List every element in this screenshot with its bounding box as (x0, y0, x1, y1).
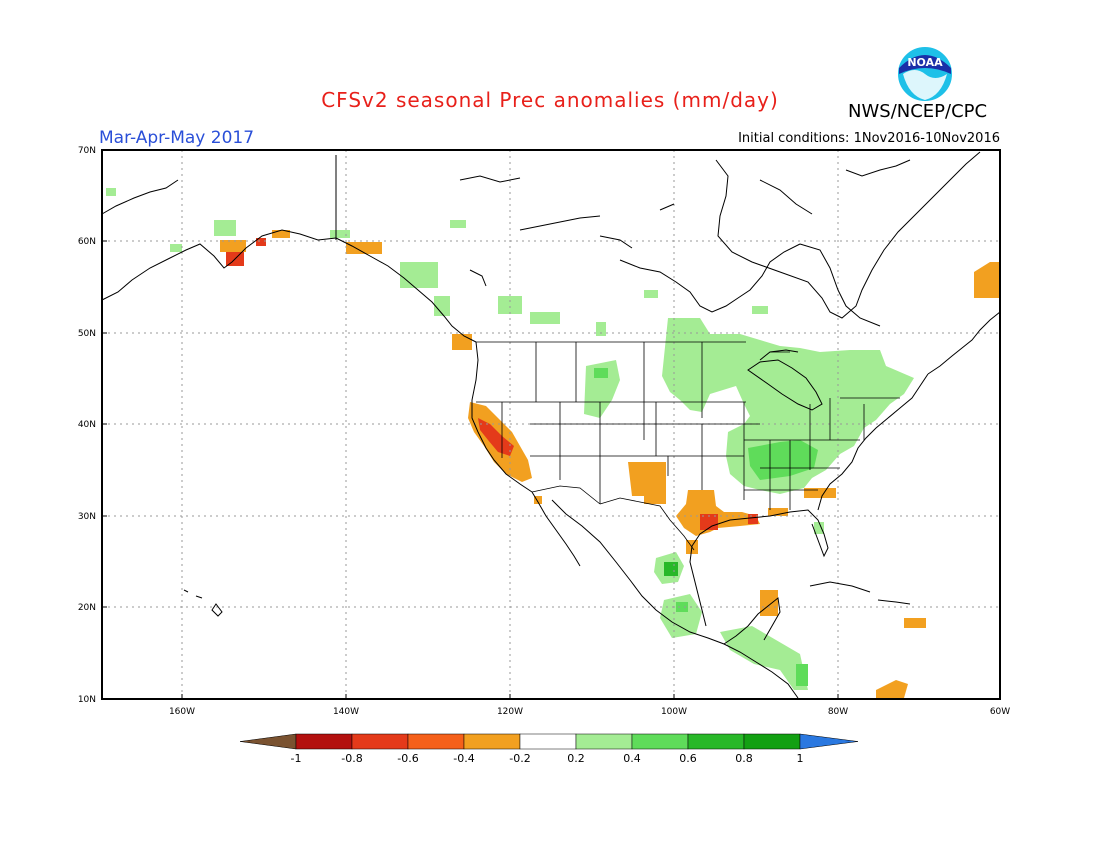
anomaly-hudson (644, 290, 658, 298)
lat-label-70n: 70N (78, 146, 96, 156)
colorbar-swatch (743, 733, 801, 750)
noaa-logo-text: NOAA (907, 56, 943, 69)
lat-label-60n: 60N (78, 237, 96, 247)
anomaly-oregon (452, 334, 472, 350)
anomaly-bc-coast (400, 262, 438, 288)
colorbar-tick-label: 0.4 (623, 752, 641, 765)
colorbar-tick-label: 1 (797, 752, 804, 765)
anomaly-wyoming-mid (594, 368, 608, 378)
colorbar-swatch (631, 733, 689, 750)
lon-label-120w: 120W (497, 707, 523, 717)
lat-label-40n: 40N (78, 420, 96, 430)
colorbar-swatch (239, 733, 297, 750)
anomaly-nwt (450, 220, 466, 228)
anomaly-layer (106, 188, 1000, 698)
anomaly-louisiana-red (748, 514, 758, 524)
anomaly-puerto-rico (904, 618, 926, 628)
colorbar-tick-label: -0.4 (453, 752, 474, 765)
colorbar: -1 -0.8 -0.6 -0.4 -0.2 0.2 0.4 0.6 0.8 1 (239, 733, 859, 765)
latitude-labels: 70N 60N 50N 40N 30N 20N 10N (78, 146, 96, 705)
anomaly-yukon (330, 230, 350, 238)
anomaly-costa-rica (796, 664, 808, 686)
initial-conditions-label: Initial conditions: 1Nov2016-10Nov2016 (738, 131, 1000, 146)
colorbar-swatch (463, 733, 521, 750)
anomaly-baja (534, 496, 542, 504)
lat-label-10n: 10N (78, 695, 96, 705)
anomaly-central-america (720, 626, 808, 690)
lat-label-20n: 20N (78, 603, 96, 613)
anomaly-tennessee-valley (748, 440, 818, 480)
anomaly-mexico-central-dark (664, 562, 678, 576)
anomaly-florida (814, 522, 824, 534)
colorbar-swatch (519, 733, 577, 750)
lat-label-50n: 50N (78, 329, 96, 339)
anomaly-new-mexico (628, 462, 666, 504)
lon-label-100w: 100W (661, 707, 687, 717)
colorbar-tick-label: -0.6 (397, 752, 418, 765)
anomaly-eastern-us-light (662, 318, 914, 494)
anomaly-mexico-south-mid (676, 602, 688, 612)
anomaly-mississippi (768, 508, 788, 516)
anomaly-ontario-n (752, 306, 768, 314)
dry-anomalies (220, 230, 1000, 698)
anomaly-wyoming (584, 360, 620, 418)
colorbar-swatch (799, 733, 859, 750)
noaa-logo: NOAA (896, 45, 954, 103)
map-title: CFSv2 seasonal Prec anomalies (mm/day) (321, 88, 779, 112)
agency-label: NWS/NCEP/CPC (848, 101, 988, 122)
lat-label-30n: 30N (78, 512, 96, 522)
coastlines (101, 151, 1001, 699)
colorbar-tick-label: 0.8 (735, 752, 753, 765)
anomaly-alaska-red-2 (256, 238, 266, 246)
colorbar-tick-label: 0.2 (567, 752, 585, 765)
season-label: Mar-Apr-May 2017 (99, 128, 255, 148)
anomaly-mexico-south-light (660, 594, 702, 638)
lon-label-80w: 80W (828, 707, 848, 717)
lon-label-60w: 60W (990, 707, 1010, 717)
anomaly-alaska-orange-2 (272, 230, 290, 238)
anomaly-carolinas (804, 488, 836, 498)
anomaly-siberia (106, 188, 116, 196)
anomaly-sask (596, 322, 606, 336)
colorbar-swatch (295, 733, 353, 750)
anomaly-alaska-orange (220, 240, 246, 252)
anomaly-alaska-w (170, 244, 182, 252)
anomaly-bc-2 (530, 312, 560, 324)
colorbar-swatch (351, 733, 409, 750)
colorbar-swatch (687, 733, 745, 750)
anomaly-texas-orange (676, 490, 760, 536)
anomaly-bc-1 (498, 296, 522, 314)
colorbar-tick-label: -1 (291, 752, 302, 765)
graticule (102, 150, 1000, 699)
lon-label-160w: 160W (169, 707, 195, 717)
anomaly-newfoundland (974, 262, 1000, 298)
colorbar-tick-label: -0.8 (341, 752, 362, 765)
longitude-labels: 160W 140W 120W 100W 80W 60W (169, 707, 1010, 717)
anomaly-vancouver (434, 296, 450, 316)
colorbar-tick-label: 0.6 (679, 752, 697, 765)
colorbar-swatch (575, 733, 633, 750)
colorbar-tick-label: -0.2 (509, 752, 530, 765)
colorbar-swatch (407, 733, 465, 750)
anomaly-alaska-green (214, 220, 236, 236)
anomaly-alaska-panhandle (346, 242, 382, 254)
anomaly-california-red (478, 418, 514, 456)
anomaly-yucatan (760, 590, 778, 616)
tick-marks (102, 149, 839, 699)
anomaly-venezuela (876, 680, 908, 698)
state-borders (476, 341, 900, 551)
lon-label-140w: 140W (333, 707, 359, 717)
